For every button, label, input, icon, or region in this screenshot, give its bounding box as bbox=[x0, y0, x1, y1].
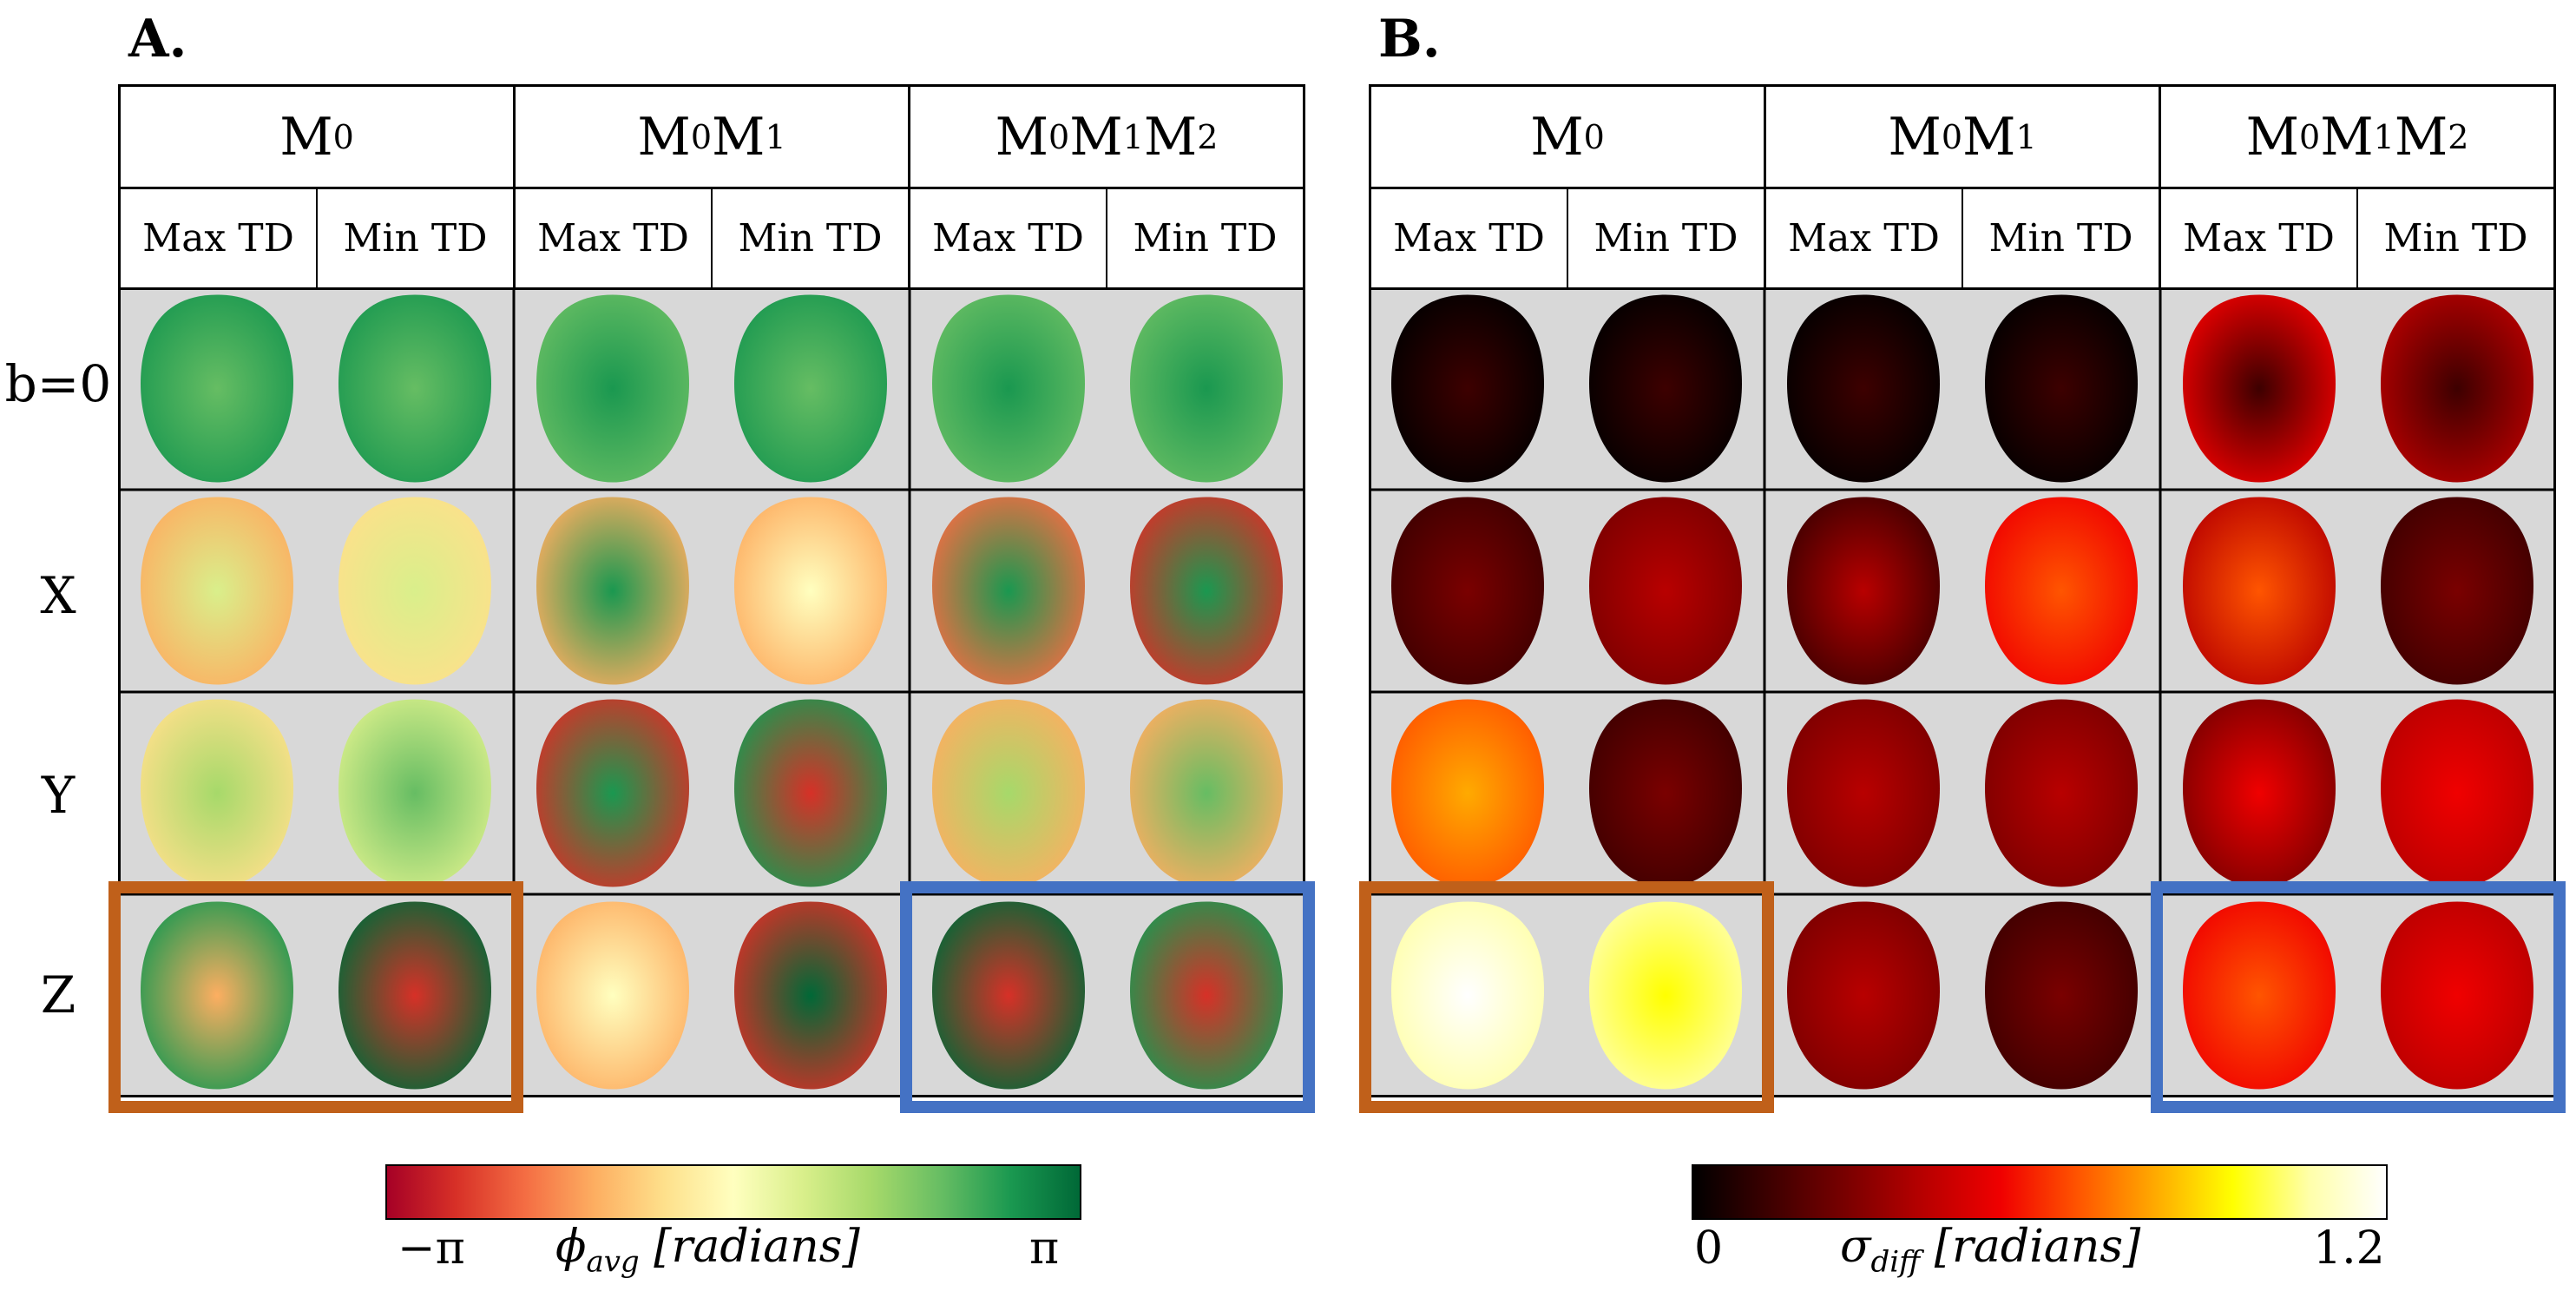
brain-map bbox=[338, 294, 491, 483]
brain-map bbox=[2183, 497, 2336, 685]
row-label-y: Y bbox=[41, 766, 76, 825]
highlight-box-orange bbox=[1359, 881, 1774, 1113]
brain-map bbox=[141, 699, 293, 887]
brain-map bbox=[1130, 699, 1283, 887]
brain-map bbox=[1985, 294, 2138, 483]
brain-map bbox=[734, 497, 887, 685]
colorbar-b bbox=[1692, 1164, 2388, 1220]
brain-map bbox=[141, 497, 293, 685]
subheader-max-td: Max TD bbox=[910, 189, 1107, 287]
brain-map bbox=[141, 294, 293, 483]
brain-map bbox=[2381, 294, 2533, 483]
brain-map bbox=[536, 497, 689, 685]
colorbar-a-min: −π bbox=[398, 1222, 465, 1275]
brain-map bbox=[141, 901, 293, 1090]
brain-map bbox=[1589, 294, 1742, 483]
brain-map bbox=[338, 497, 491, 685]
brain-map bbox=[1985, 497, 2138, 685]
brain-map bbox=[2183, 901, 2336, 1090]
brain-map bbox=[1589, 497, 1742, 685]
panel-a-label: A. bbox=[128, 9, 187, 69]
subheader-min-td: Min TD bbox=[1568, 189, 1766, 287]
colorbar-b-title: σdiff [radians] bbox=[1840, 1221, 2141, 1280]
subheader-min-td: Min TD bbox=[2383, 216, 2528, 260]
brain-map bbox=[1391, 294, 1544, 483]
brain-map bbox=[932, 699, 1085, 887]
colorbar-a-title: ϕavg [radians] bbox=[555, 1221, 860, 1280]
highlight-box-blue bbox=[2151, 881, 2566, 1113]
row-label-x: X bbox=[40, 566, 76, 625]
brain-map bbox=[1985, 901, 2138, 1090]
colorbar-b-max: 1.2 bbox=[2313, 1222, 2385, 1275]
subheader-min-td: Min TD bbox=[1963, 189, 2161, 287]
brain-map bbox=[932, 901, 1085, 1090]
highlight-box-blue bbox=[900, 881, 1315, 1113]
panel-b-sub-header: Max TD Min TD Max TD Min TD Max TD Min T… bbox=[1371, 189, 2553, 290]
brain-map bbox=[1391, 497, 1544, 685]
brain-map bbox=[734, 901, 887, 1090]
brain-map bbox=[2381, 699, 2533, 887]
brain-map bbox=[536, 901, 689, 1090]
brain-map bbox=[338, 699, 491, 887]
brain-map bbox=[734, 294, 887, 483]
subheader-max-td: Max TD bbox=[2161, 189, 2358, 287]
row-label-b0: b=0 bbox=[4, 354, 112, 413]
brain-map bbox=[932, 497, 1085, 685]
brain-map bbox=[1589, 699, 1742, 887]
brain-map bbox=[1787, 699, 1940, 887]
colorbar-b-min: 0 bbox=[1694, 1222, 1724, 1275]
brain-map bbox=[1589, 901, 1742, 1090]
highlight-box-orange bbox=[108, 881, 523, 1113]
brain-map bbox=[1130, 901, 1283, 1090]
brain-map bbox=[2381, 901, 2533, 1090]
highlight-boxes bbox=[108, 881, 2566, 1113]
subheader-max-td: Max TD bbox=[121, 189, 318, 287]
subheader-min-td: Min TD bbox=[318, 189, 516, 287]
subheader-max-td: Max TD bbox=[1766, 189, 1963, 287]
grid-lines bbox=[118, 287, 2556, 1097]
brain-map bbox=[1130, 497, 1283, 685]
subheader-max-td: Max TD bbox=[1371, 189, 1568, 287]
subheader-min-td: Min TD bbox=[1133, 216, 1278, 260]
brain-map bbox=[2183, 294, 2336, 483]
subheader-max-td: Max TD bbox=[516, 189, 713, 287]
brain-map bbox=[1787, 497, 1940, 685]
brain-map bbox=[536, 699, 689, 887]
row-label-z: Z bbox=[40, 965, 76, 1025]
brain-map bbox=[338, 901, 491, 1090]
brain-map bbox=[1391, 699, 1544, 887]
brain-map bbox=[1787, 294, 1940, 483]
brain-map bbox=[2381, 497, 2533, 685]
subheader-min-td: Min TD bbox=[713, 189, 910, 287]
brain-map bbox=[1787, 901, 1940, 1090]
brain-map bbox=[1985, 699, 2138, 887]
brain-map bbox=[932, 294, 1085, 483]
brain-map bbox=[734, 699, 887, 887]
colorbar-a-max: π bbox=[1029, 1222, 1060, 1275]
brain-map bbox=[1130, 294, 1283, 483]
brain-map bbox=[1391, 901, 1544, 1090]
panel-b-label: B. bbox=[1378, 9, 1441, 69]
brain-map bbox=[536, 294, 689, 483]
brain-maps bbox=[141, 294, 2533, 1090]
brain-map bbox=[2183, 699, 2336, 887]
panel-a-sub-header: Max TD Min TD Max TD Min TD Max TD Min T… bbox=[121, 189, 1303, 290]
colorbar-a bbox=[385, 1164, 1081, 1220]
